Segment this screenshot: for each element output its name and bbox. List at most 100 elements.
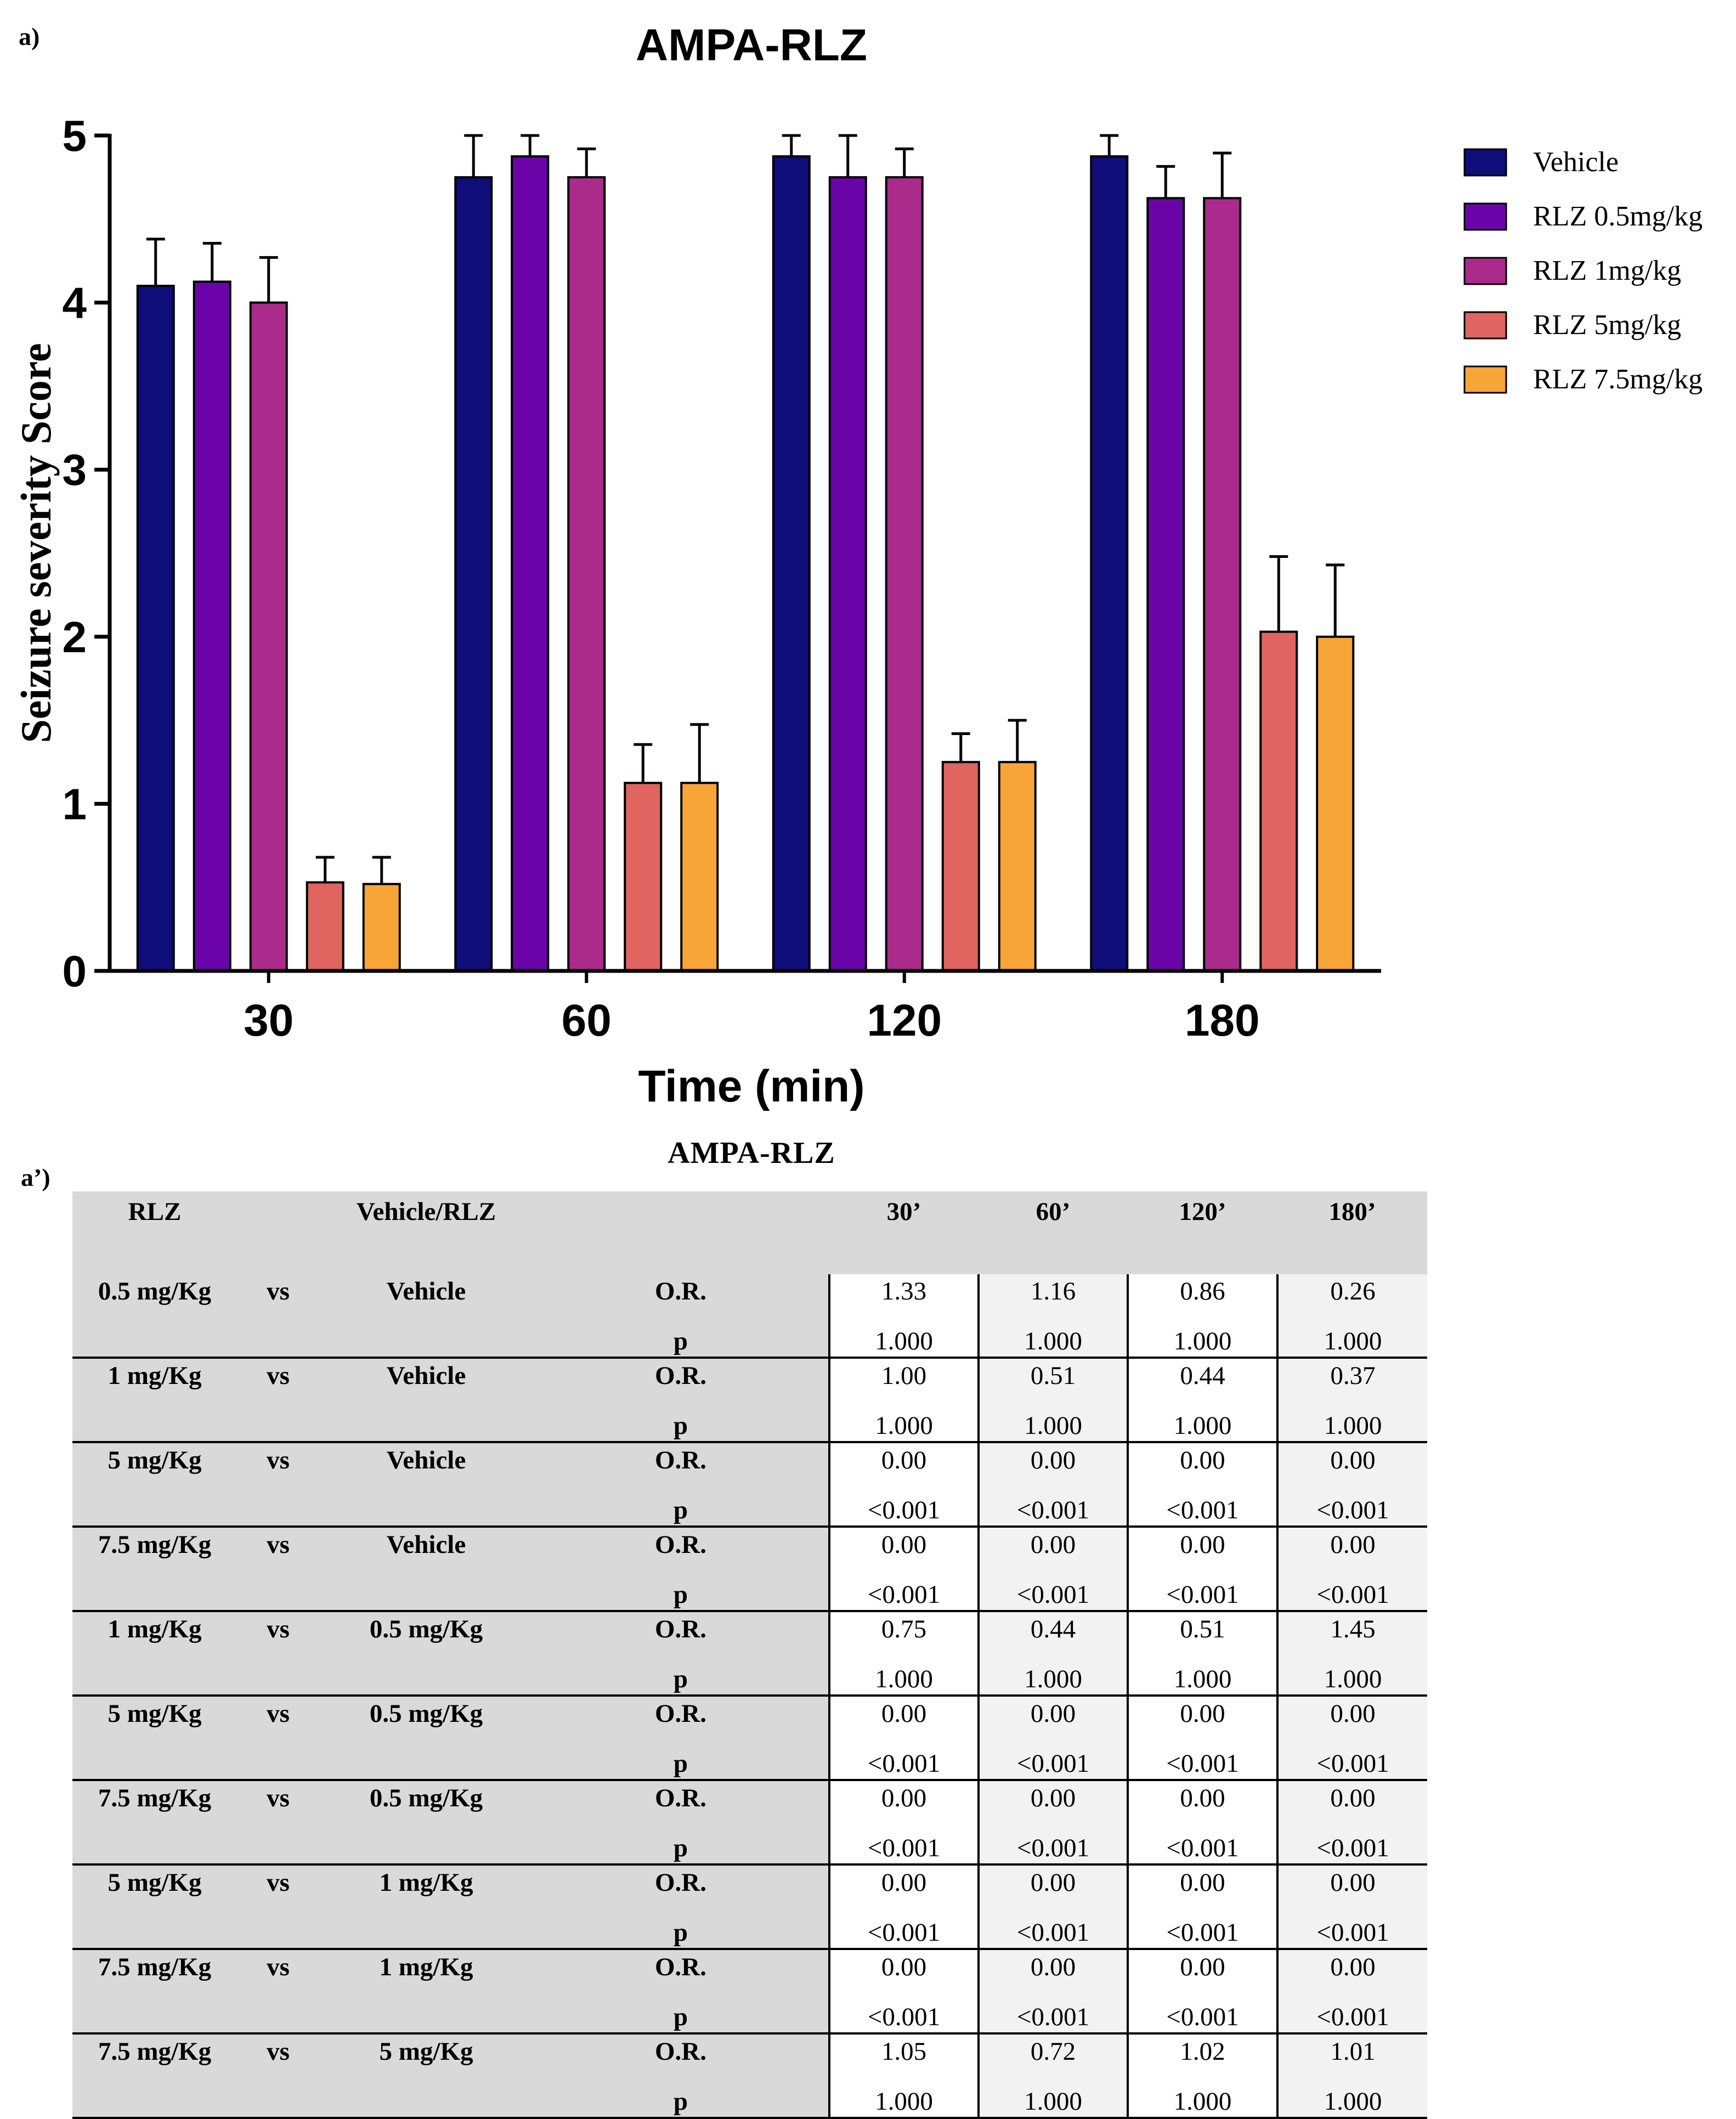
legend-swatch (1463, 311, 1507, 340)
rlz-dose-cell: 1 mg/Kg (72, 1357, 237, 1401)
odds-ratio-value: 1.05 (828, 2032, 979, 2077)
p-value: <0.001 (1127, 1485, 1277, 1527)
odds-ratio-value: 0.00 (828, 1441, 979, 1485)
odds-ratio-value: 1.16 (977, 1274, 1128, 1316)
p-value: <0.001 (977, 1823, 1128, 1864)
or-label-cell: O.R. (533, 1863, 829, 1908)
comparator-cell: Vehicle (319, 1441, 533, 1485)
p-value: <0.001 (1276, 1823, 1427, 1864)
empty-cell (72, 1908, 237, 1949)
p-value: <0.001 (1127, 1992, 1277, 2033)
header-30: 30’ (829, 1191, 979, 1274)
p-value: <0.001 (977, 1485, 1128, 1527)
rlz-dose-cell: 1 mg/Kg (72, 1610, 237, 1654)
comparator-cell: 0.5 mg/Kg (319, 1610, 533, 1654)
p-label-cell: p (533, 2077, 829, 2119)
odds-ratio-value: 0.00 (1127, 1779, 1277, 1823)
x-tick-label: 60 (562, 996, 612, 1046)
empty-cell (237, 1401, 319, 1442)
y-tick-label: 3 (63, 445, 87, 494)
p-label-cell: p (533, 1570, 829, 1611)
p-value: 1.000 (1127, 1316, 1277, 1358)
empty-cell (319, 1908, 533, 1949)
rlz-dose-cell: 7.5 mg/Kg (72, 1525, 237, 1570)
odds-ratio-value: 0.44 (977, 1610, 1128, 1654)
p-value: <0.001 (828, 1485, 979, 1527)
rlz-dose-cell: 7.5 mg/Kg (72, 2032, 237, 2077)
p-value: 1.000 (977, 2077, 1128, 2119)
p-label-cell: p (533, 1654, 829, 1696)
p-value: <0.001 (1276, 1485, 1427, 1527)
p-value: <0.001 (977, 1908, 1128, 1949)
table-row-p: p <0.001 <0.001 <0.001 <0.001 (72, 1485, 1427, 1527)
empty-cell (72, 1401, 237, 1442)
table-row-p: p 1.000 1.000 1.000 1.000 (72, 1401, 1427, 1442)
p-value: <0.001 (828, 1823, 979, 1864)
empty-cell (319, 1401, 533, 1442)
header-180: 180’ (1277, 1191, 1427, 1274)
panel-label-a-prime: a’) (21, 1163, 50, 1191)
rlz-dose-cell: 5 mg/Kg (72, 1441, 237, 1485)
p-value: <0.001 (828, 1570, 979, 1611)
table-row-p: p <0.001 <0.001 <0.001 <0.001 (72, 1570, 1427, 1611)
p-label-cell: p (533, 1739, 829, 1780)
empty-cell (237, 1992, 319, 2033)
rlz-dose-cell: 7.5 mg/Kg (72, 1779, 237, 1823)
legend-label: RLZ 1mg/kg (1533, 255, 1681, 286)
vs-cell: vs (237, 2032, 319, 2077)
axes-layer: 30 60 120 180 0 1 2 3 4 5 (63, 111, 1381, 1046)
legend-swatch (1463, 202, 1507, 231)
comparator-cell: 1 mg/Kg (319, 1948, 533, 1992)
empty-cell (72, 1570, 237, 1611)
panel-label-a: a) (19, 22, 40, 50)
odds-ratio-value: 1.45 (1276, 1610, 1427, 1654)
empty-cell (319, 1316, 533, 1358)
y-tick-label: 1 (63, 779, 87, 828)
header-120: 120’ (1128, 1191, 1277, 1274)
x-axis-label: Time (min) (638, 1061, 864, 1111)
bar (1203, 197, 1242, 973)
table-row-p: p 1.000 1.000 1.000 1.000 (72, 2077, 1427, 2119)
bar (306, 881, 344, 973)
bar (1090, 155, 1129, 973)
empty-cell (72, 1485, 237, 1527)
p-value: <0.001 (828, 1908, 979, 1949)
p-value: 1.000 (977, 1401, 1128, 1442)
or-label-cell: O.R. (533, 1441, 829, 1485)
bar-chart: AMPA-RLZ 30 60 120 180 0 1 2 3 4 5 Time (min) Sei… (12, 20, 1703, 1111)
table-row: 1 mg/Kg vs Vehicle O.R. 1.00 0.51 0.44 0.37 (72, 1357, 1427, 1401)
y-tick-label: 2 (63, 613, 87, 662)
p-value: 1.000 (828, 1401, 979, 1442)
p-value: <0.001 (1276, 1992, 1427, 2033)
p-label-cell: p (533, 1908, 829, 1949)
bar (828, 176, 867, 972)
odds-ratio-value: 0.00 (828, 1694, 979, 1739)
p-label-cell: p (533, 1992, 829, 2033)
empty-cell (72, 1316, 237, 1358)
odds-ratio-value: 0.00 (1127, 1525, 1277, 1570)
table-body: 0.5 mg/Kg vs Vehicle O.R. 1.33 1.16 0.86 0.26 p 1… (72, 1274, 1427, 2119)
or-label-cell: O.R. (533, 1525, 829, 1570)
y-tick-label: 0 (63, 947, 87, 996)
p-value: <0.001 (1127, 1823, 1277, 1864)
y-tick-label: 5 (63, 111, 87, 160)
p-value: <0.001 (1127, 1570, 1277, 1611)
p-value: 1.000 (828, 1316, 979, 1358)
vs-cell: vs (237, 1525, 319, 1570)
table-row-p: p 1.000 1.000 1.000 1.000 (72, 1654, 1427, 1696)
empty-cell (319, 1485, 533, 1527)
legend-swatch (1463, 148, 1507, 177)
odds-ratio-value: 0.00 (1276, 1441, 1427, 1485)
odds-ratio-value: 0.00 (1127, 1694, 1277, 1739)
bar (1146, 197, 1185, 973)
odds-ratio-value: 0.37 (1276, 1357, 1427, 1401)
comparator-cell: 5 mg/Kg (319, 2032, 533, 2077)
table-row: 5 mg/Kg vs Vehicle O.R. 0.00 0.00 0.00 0.00 (72, 1441, 1427, 1485)
bar (624, 782, 663, 972)
odds-ratio-value: 1.02 (1127, 2032, 1277, 2077)
or-label-cell: O.R. (533, 2032, 829, 2077)
comparator-cell: 0.5 mg/Kg (319, 1694, 533, 1739)
p-value: 1.000 (1276, 1316, 1427, 1358)
legend-label: RLZ 7.5mg/kg (1533, 364, 1703, 395)
y-axis-label: Seizure severity Score (12, 343, 60, 743)
